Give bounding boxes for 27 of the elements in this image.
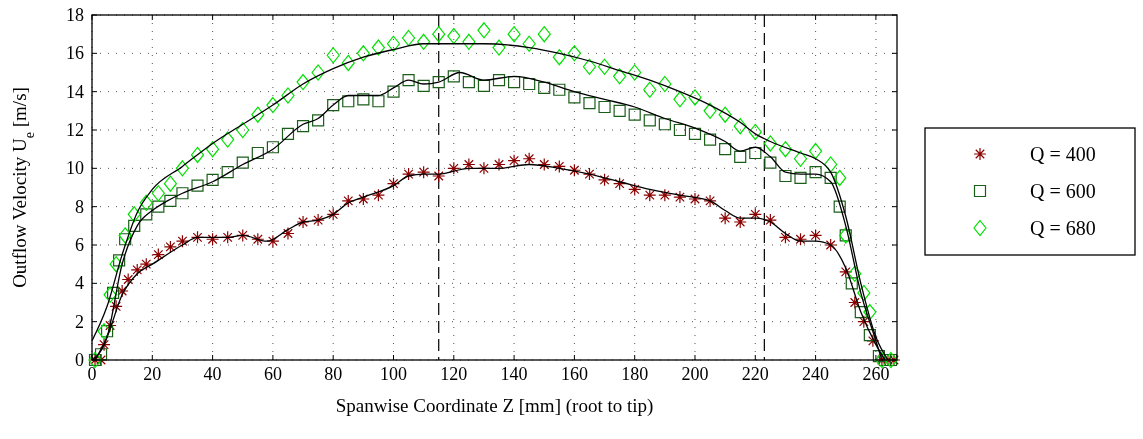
y-tick-label: 4 [75,273,84,294]
y-tick-label: 6 [75,235,84,255]
x-tick-label: 220 [741,364,769,384]
x-tick-label: 40 [203,364,222,384]
x-tick-label: 60 [263,364,282,384]
legend-label: Q = 400 [1030,143,1096,165]
legend-label: Q = 600 [1030,180,1096,202]
x-tick-label: 80 [324,364,343,384]
x-tick-label: 120 [440,364,468,384]
y-tick-label: 0 [75,350,84,370]
x-tick-label: 100 [380,364,407,384]
x-tick-label: 200 [681,364,709,384]
y-tick-label: 10 [66,158,84,179]
y-tick-label: 2 [75,311,84,332]
x-tick-label: 260 [862,364,890,384]
y-tick-label: 12 [66,120,84,140]
y-tick-label: 8 [75,196,84,217]
x-tick-label: 160 [560,364,588,384]
x-tick-label: 20 [143,364,162,384]
x-tick-label: 180 [621,364,649,384]
legend-label: Q = 680 [1030,217,1096,239]
y-tick-label: 16 [66,43,84,64]
y-tick-label: 14 [66,81,84,102]
x-tick-label: 140 [500,364,528,384]
x-tick-label: 240 [802,364,830,384]
x-axis-title: Spanwise Coordinate Z [mm] (root to tip) [335,395,654,417]
y-tick-label: 18 [66,5,84,25]
